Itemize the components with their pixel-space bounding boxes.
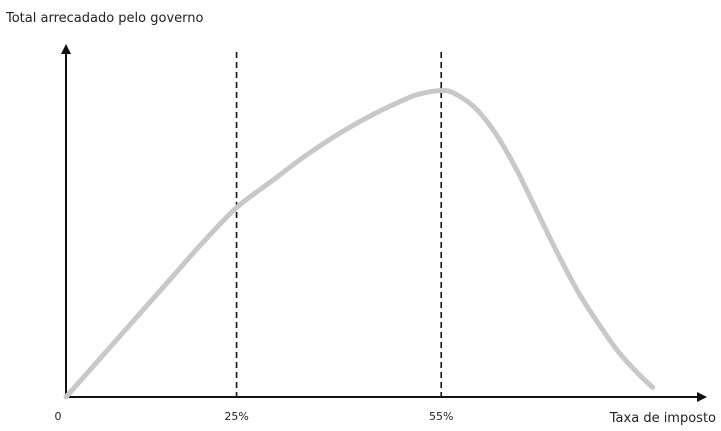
tick-labels: 0 25% 55% xyxy=(55,410,454,423)
x-tick-label: 25% xyxy=(224,410,248,423)
x-tick-label: 55% xyxy=(429,410,453,423)
x-tick-label: 0 xyxy=(55,410,62,423)
series-layer xyxy=(63,87,656,400)
x-axis-label: Taxa de imposto xyxy=(609,411,716,426)
y-axis-label: Total arrecadado pelo governo xyxy=(5,11,204,26)
reference-lines xyxy=(235,52,443,397)
revenue-curve-0 xyxy=(63,87,656,400)
